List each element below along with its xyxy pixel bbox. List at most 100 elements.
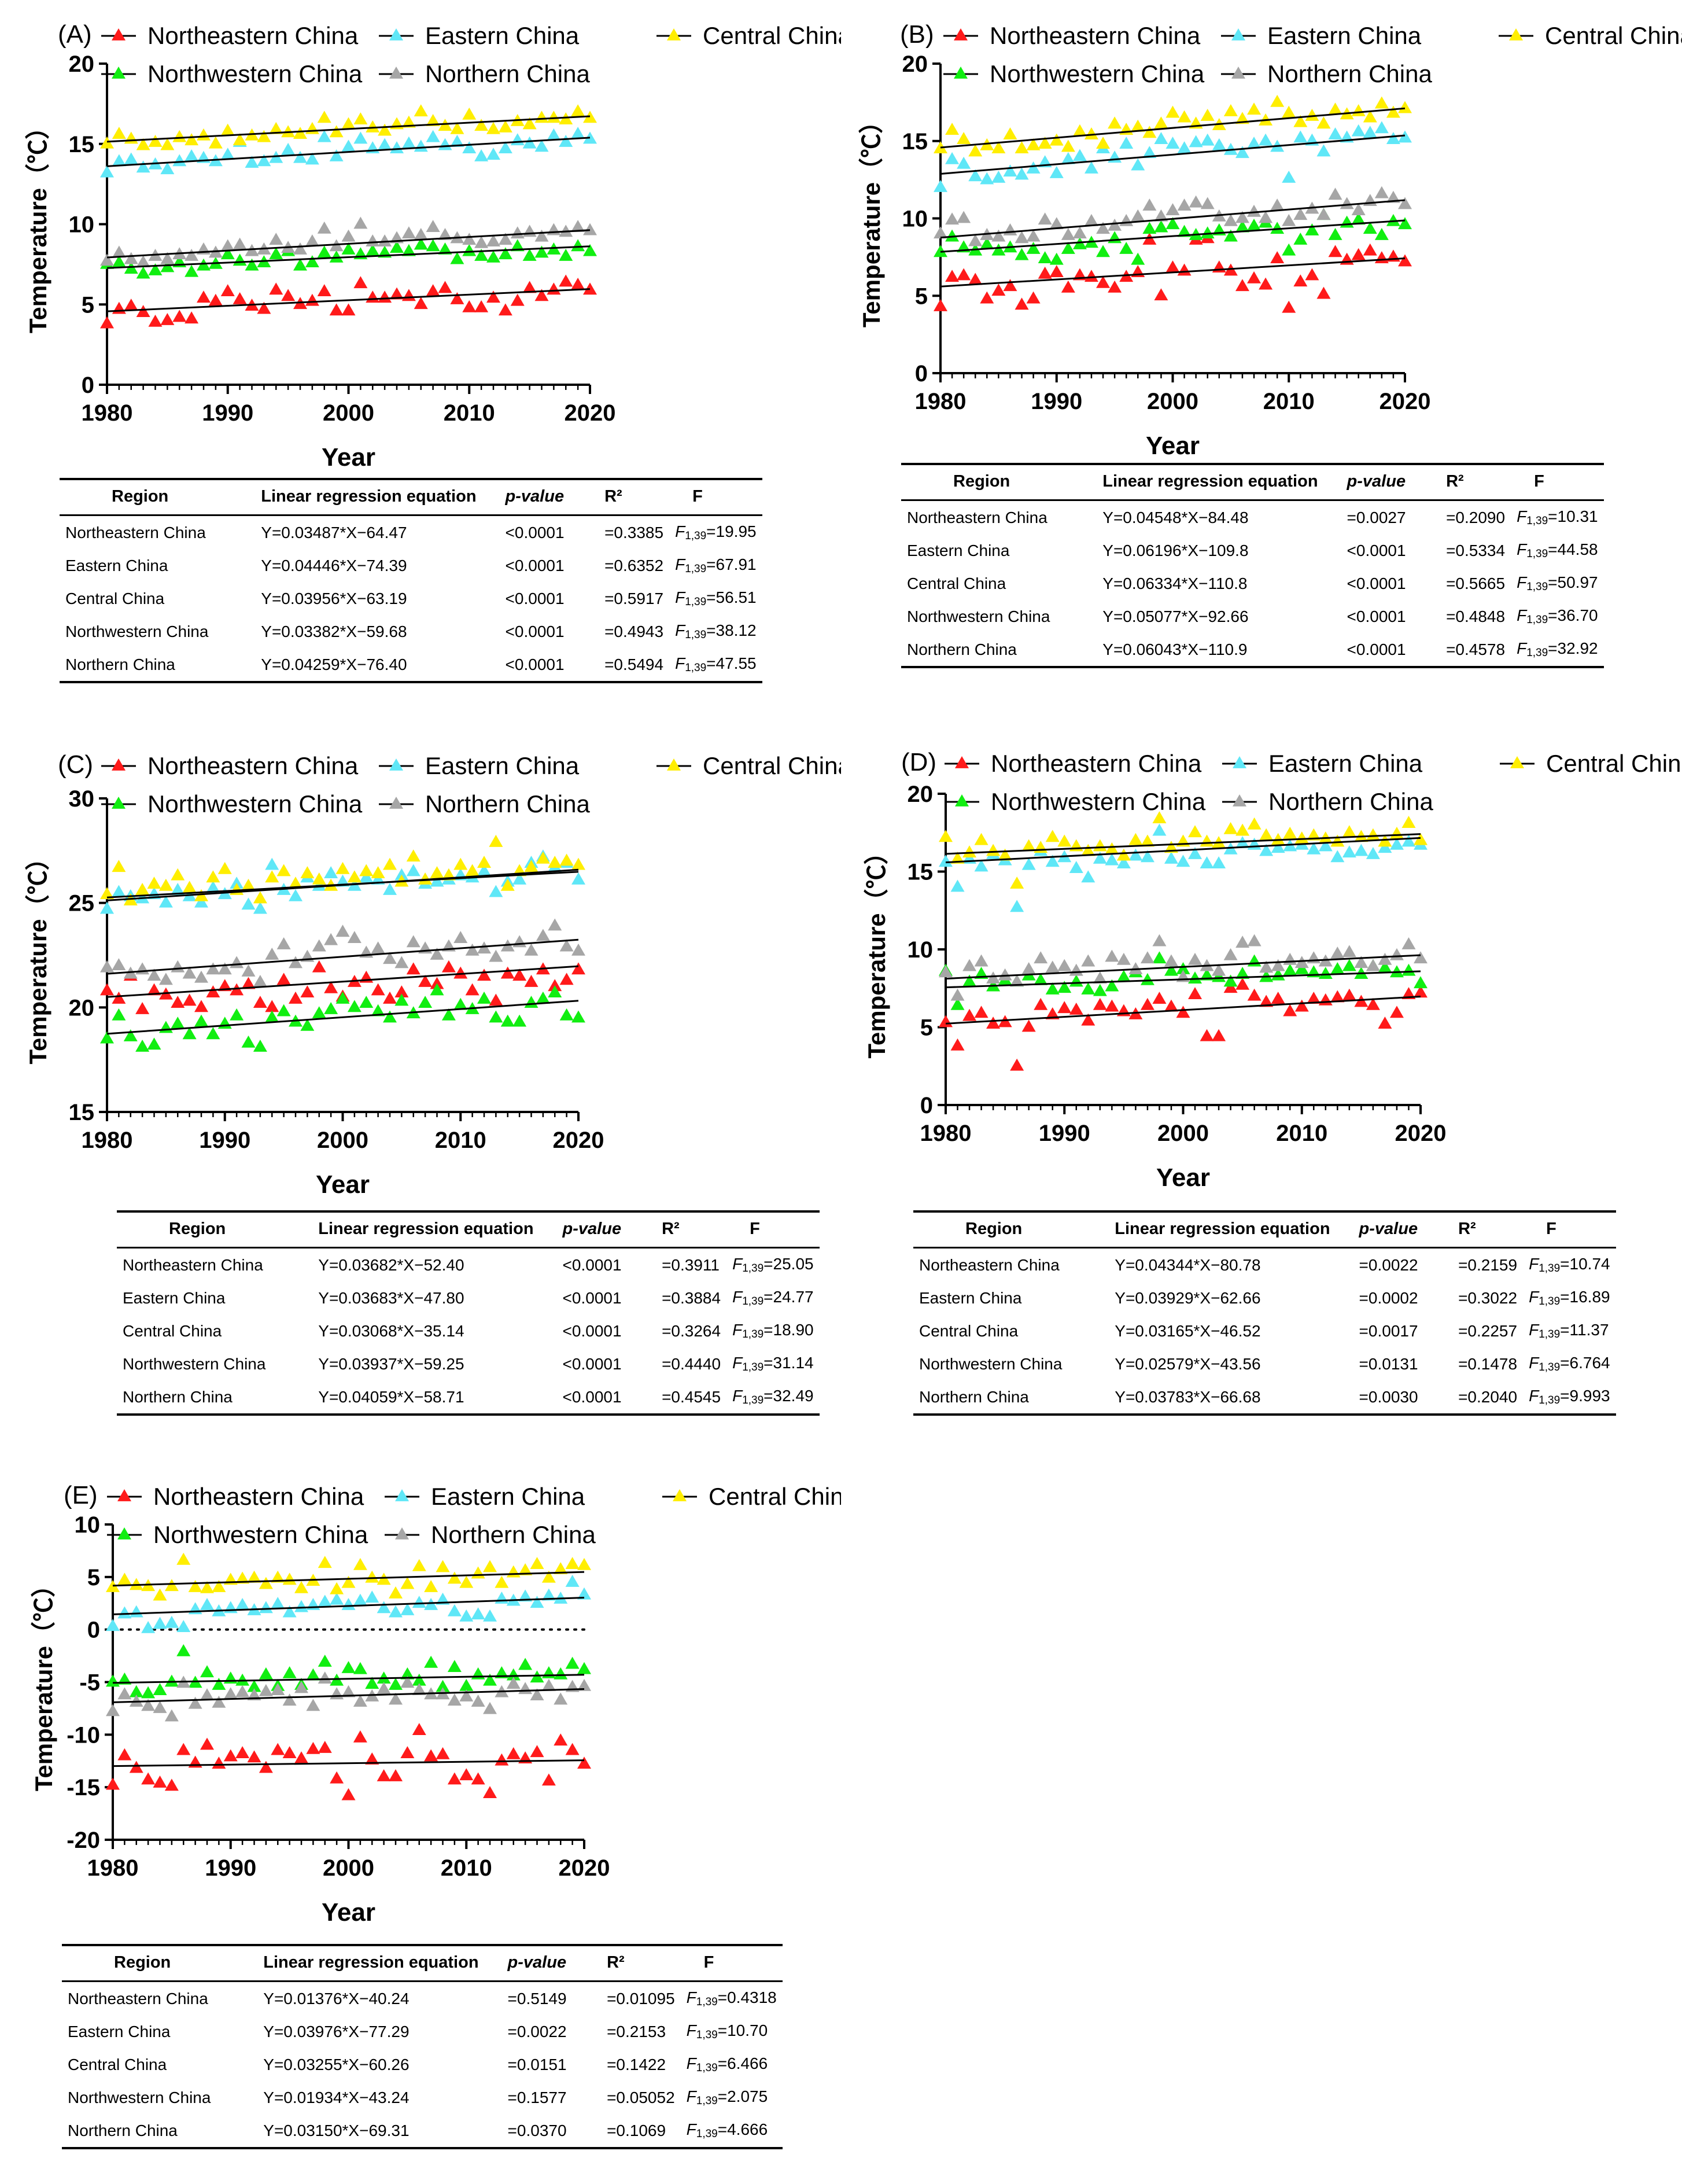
data-point — [124, 152, 138, 165]
column-header-p: p-value — [501, 1944, 602, 1982]
data-point — [1188, 952, 1203, 965]
legend-label: Northwestern China — [991, 788, 1206, 815]
data-point — [554, 1562, 568, 1575]
data-point — [436, 1747, 450, 1759]
data-point — [1351, 203, 1366, 216]
data-point — [306, 1741, 320, 1754]
data-point — [366, 234, 380, 246]
y-tick-label: -20 — [67, 1828, 100, 1853]
data-point — [172, 310, 187, 322]
data-point — [447, 1693, 462, 1706]
cell-f-statistic: F1,39=6.764 — [1523, 1347, 1616, 1380]
cell-equation: Y=0.03956*X−63.19 — [261, 589, 407, 607]
x-tick-label: 2000 — [317, 1128, 368, 1153]
data-point — [430, 977, 444, 989]
data-point — [366, 290, 380, 303]
x-tick-label: 1980 — [920, 1121, 972, 1146]
data-point — [1010, 1058, 1024, 1071]
data-point — [524, 975, 538, 987]
data-point — [1061, 227, 1075, 240]
data-point — [160, 162, 175, 175]
column-header-p: p-value — [1341, 463, 1441, 501]
data-point — [1386, 190, 1400, 203]
data-point — [389, 1692, 403, 1705]
data-point — [414, 104, 428, 117]
data-point — [571, 239, 585, 252]
data-point — [1294, 956, 1309, 968]
x-axis-label: Year — [316, 1170, 370, 1199]
data-point — [522, 249, 537, 261]
table-row: Northeastern China Y=0.03682*X−52.40 <0.00… — [117, 1248, 820, 1282]
data-point — [341, 117, 356, 130]
data-point — [462, 107, 477, 120]
data-point — [1374, 96, 1389, 109]
f-degrees-of-freedom: 1,39 — [696, 1996, 718, 2008]
data-point — [1235, 936, 1250, 948]
data-point — [474, 119, 489, 131]
axes: 0 5 10 15 20 1980 1990 2000 2010 2020 Year Temperat… — [863, 782, 1446, 1192]
f-value: =31.14 — [763, 1354, 814, 1372]
cell-p-value: <0.0001 — [562, 1321, 622, 1340]
f-degrees-of-freedom: 1,39 — [742, 1394, 764, 1406]
f-value: =36.70 — [1548, 606, 1598, 624]
panel-d: (D) Northeastern China Eastern China Centra… — [841, 730, 1682, 1453]
data-point — [394, 985, 409, 997]
f-degrees-of-freedom: 1,39 — [1526, 515, 1548, 527]
data-point — [235, 1685, 250, 1697]
data-point — [950, 988, 965, 1001]
data-point — [206, 962, 220, 975]
data-point — [401, 289, 416, 301]
f-degrees-of-freedom: 1,39 — [685, 563, 707, 575]
f-symbol: F — [686, 2087, 696, 2105]
data-point — [441, 960, 456, 973]
table-row: Northeastern China Y=0.04548*X−84.48 =0.00… — [901, 500, 1604, 535]
data-point — [1200, 226, 1215, 239]
cell-region: Northern China — [117, 1380, 313, 1416]
legend-label: Northwestern China — [147, 790, 363, 817]
cell-equation: Y=0.02579*X−43.56 — [1115, 1354, 1261, 1373]
data-point — [141, 1699, 156, 1711]
data-point — [1259, 844, 1274, 856]
data-point — [282, 1666, 297, 1678]
x-tick-label: 2020 — [1395, 1121, 1447, 1146]
data-point — [934, 299, 947, 311]
f-value: =11.37 — [1560, 1321, 1609, 1339]
axes: 15 20 25 30 1980 1990 2000 2010 2020 Year Temperat… — [24, 786, 604, 1199]
data-point — [945, 152, 960, 164]
legend-item-eastern-china: Eastern China — [379, 22, 580, 49]
legend: Northeastern China Eastern China Central C… — [107, 1483, 841, 1548]
data-point — [571, 127, 585, 139]
data-point — [312, 878, 326, 891]
column-header-region: Region — [117, 1210, 313, 1248]
data-point — [1282, 300, 1296, 313]
f-value: =24.77 — [763, 1288, 814, 1306]
data-point — [235, 1597, 250, 1610]
data-point — [1223, 822, 1238, 834]
data-point — [534, 111, 549, 123]
data-point — [1223, 229, 1238, 242]
data-point — [247, 1688, 261, 1701]
data-point — [245, 156, 259, 168]
legend-marker — [389, 797, 403, 809]
data-point — [1084, 270, 1098, 282]
data-point — [541, 1678, 556, 1691]
panel-a: (A) Northeastern China Eastern China Centra… — [0, 0, 841, 723]
cell-r-squared: =0.2159 — [1458, 1255, 1518, 1274]
data-point — [147, 968, 161, 981]
data-point — [1389, 948, 1404, 960]
data-point — [353, 112, 368, 125]
data-point — [1015, 248, 1029, 260]
data-point — [247, 1680, 261, 1692]
data-point — [330, 1687, 344, 1700]
data-point — [129, 1761, 143, 1773]
data-point — [1259, 960, 1274, 973]
data-point — [347, 1000, 362, 1012]
data-point — [1354, 844, 1369, 856]
data-point — [939, 830, 953, 842]
cell-f-statistic: F1,39=25.05 — [726, 1248, 820, 1282]
data-point — [1108, 150, 1122, 163]
data-point — [341, 1685, 356, 1697]
data-point — [1235, 967, 1250, 979]
axes: -20 -15 -10 -5 0 5 10 1980 1990 2000 2010 2020 Year T… — [30, 1512, 610, 1927]
data-point — [1177, 110, 1192, 123]
